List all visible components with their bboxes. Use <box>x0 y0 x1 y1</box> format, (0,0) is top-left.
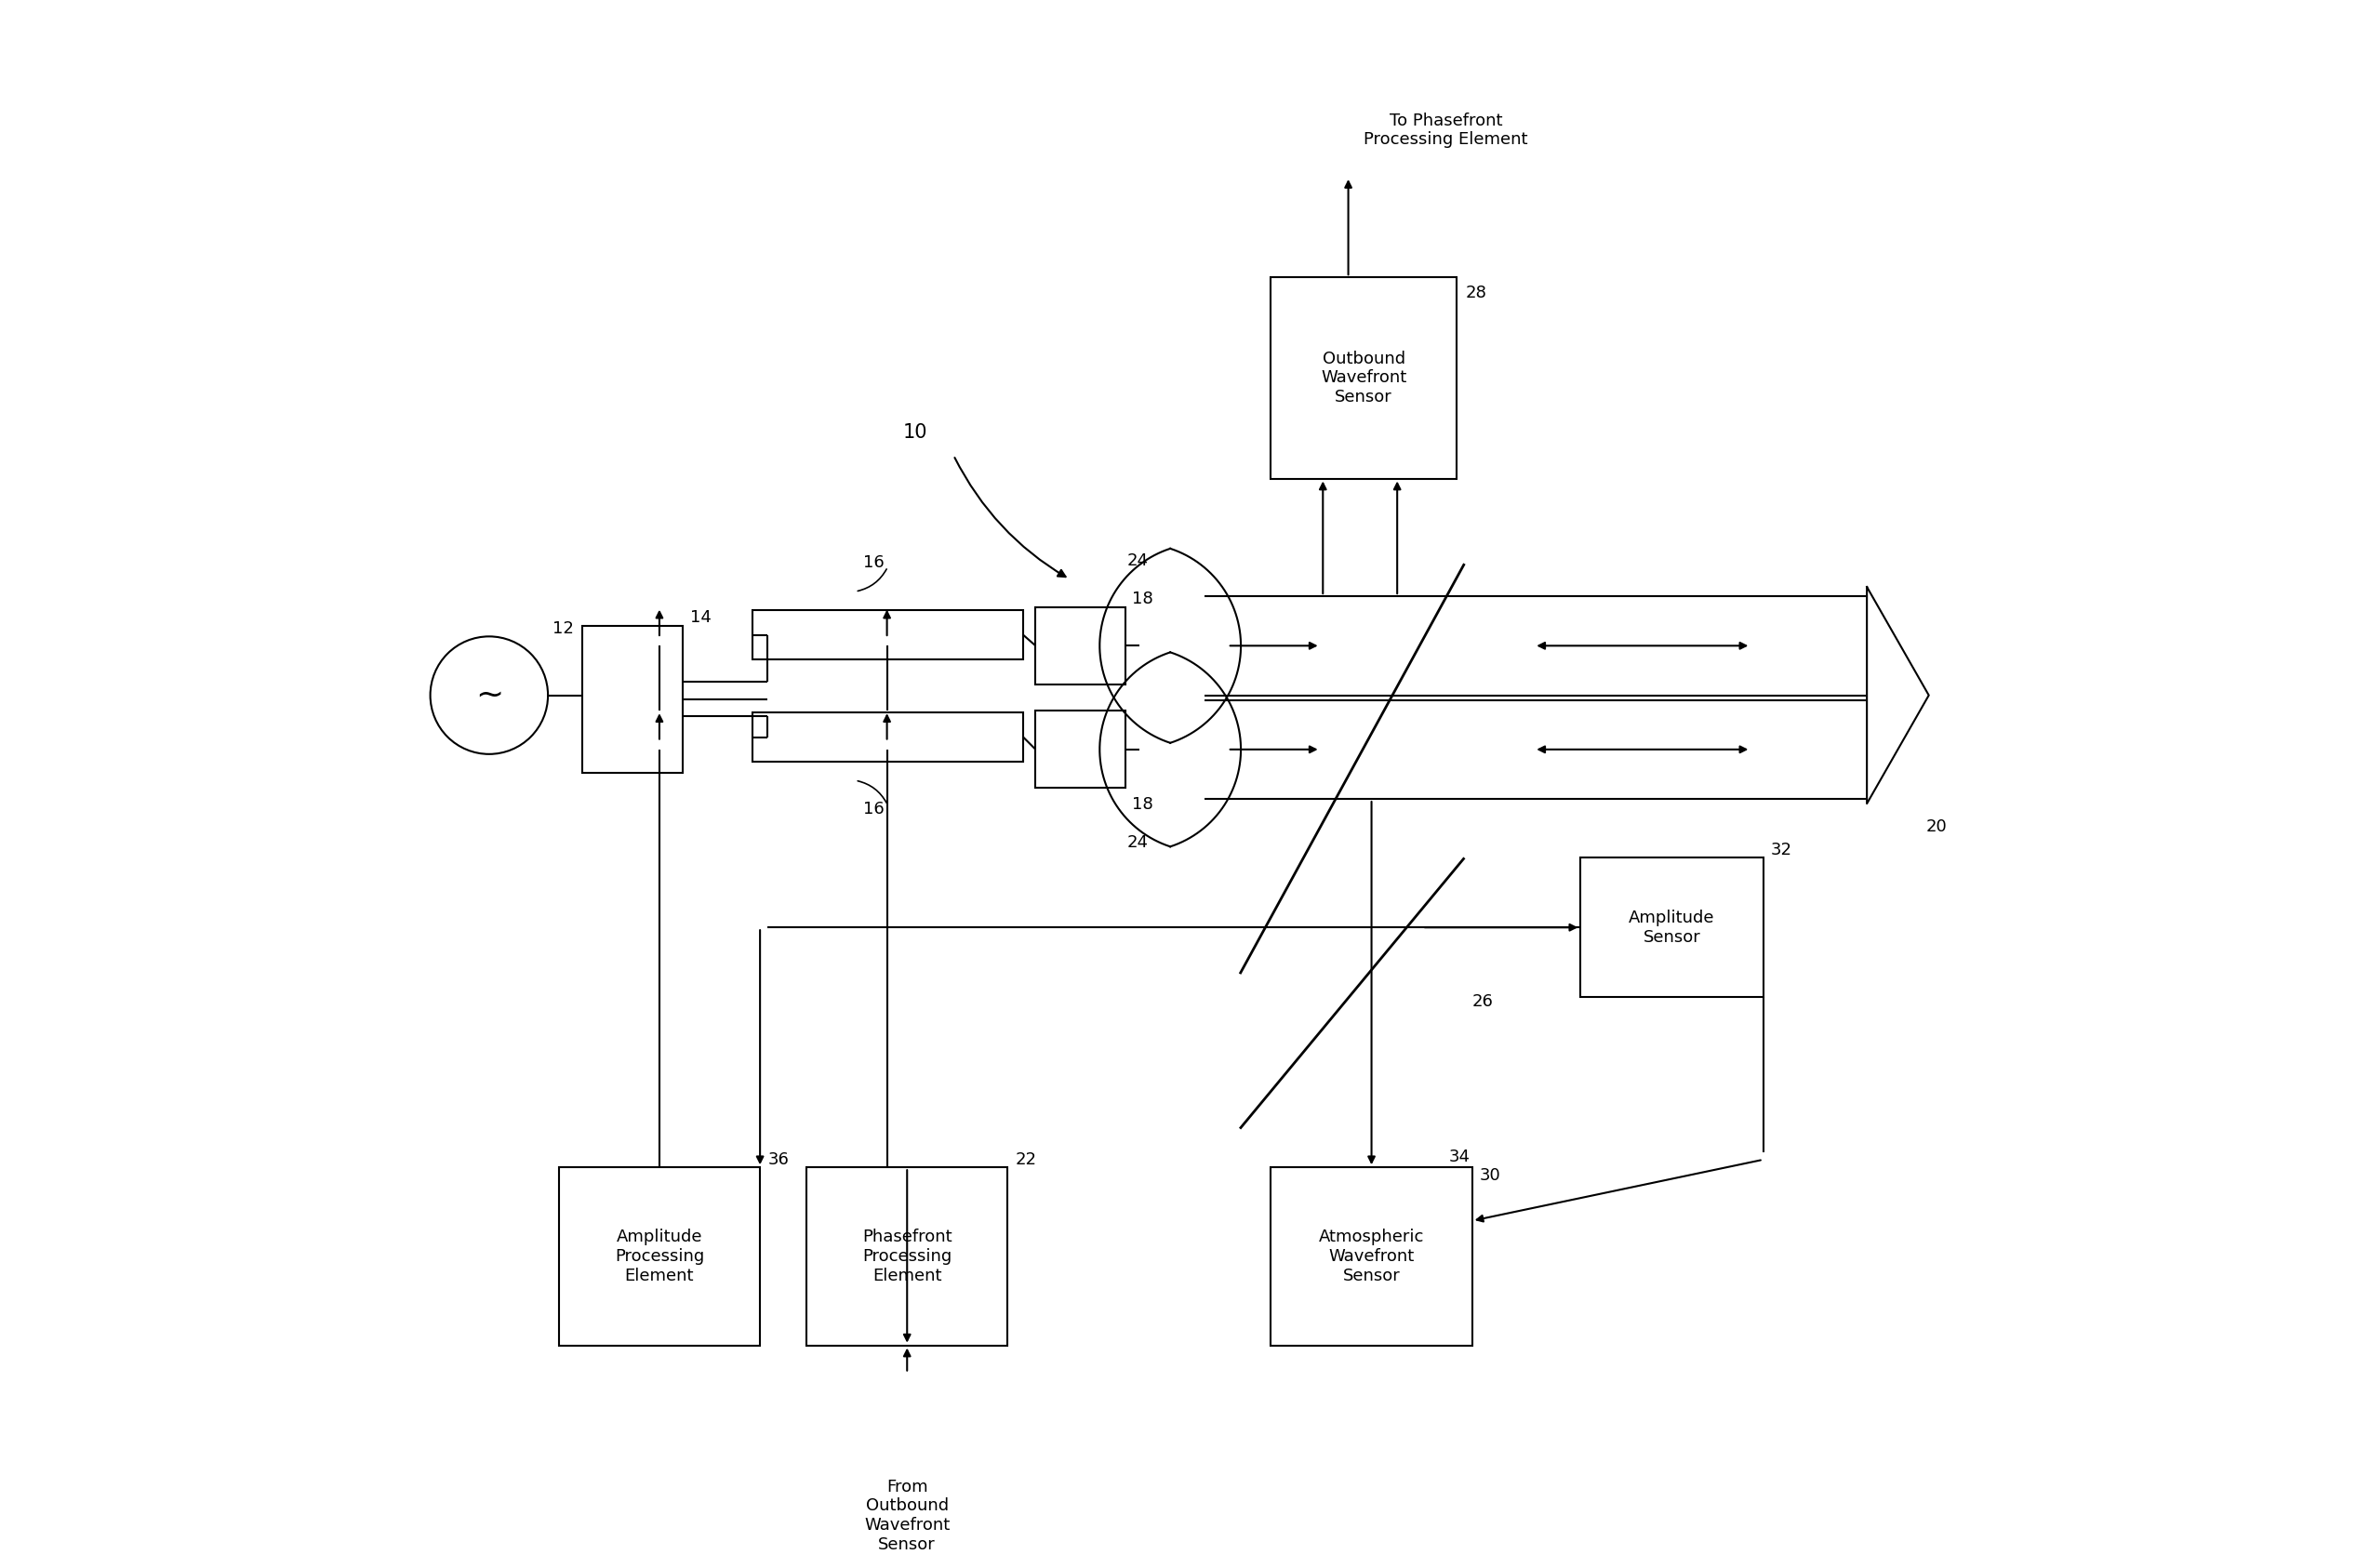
Bar <box>1037 607 1126 684</box>
Text: 16: 16 <box>865 801 886 817</box>
Text: 20: 20 <box>1925 818 1946 836</box>
Text: 22: 22 <box>1015 1151 1037 1168</box>
Text: 32: 32 <box>1772 842 1793 858</box>
Text: Amplitude
Processing
Element: Amplitude Processing Element <box>615 1229 704 1284</box>
Bar <box>752 610 1023 660</box>
Polygon shape <box>1866 586 1930 804</box>
Text: 16: 16 <box>865 555 886 571</box>
Text: 24: 24 <box>1126 834 1147 851</box>
Bar <box>806 1167 1008 1345</box>
Text: 18: 18 <box>1131 797 1152 812</box>
Text: To Phasefront
Processing Element: To Phasefront Processing Element <box>1364 113 1529 149</box>
Text: 26: 26 <box>1472 994 1494 1010</box>
Text: Outbound
Wavefront
Sensor: Outbound Wavefront Sensor <box>1322 350 1407 406</box>
Text: ~: ~ <box>476 679 504 710</box>
Text: 36: 36 <box>768 1151 789 1168</box>
Text: 34: 34 <box>1449 1148 1470 1165</box>
Text: 30: 30 <box>1480 1167 1501 1184</box>
Text: 12: 12 <box>554 621 575 637</box>
Text: Amplitude
Sensor: Amplitude Sensor <box>1628 909 1715 946</box>
Bar <box>752 712 1023 762</box>
Bar <box>1581 858 1762 997</box>
Bar <box>1037 710 1126 789</box>
Text: Atmospheric
Wavefront
Sensor: Atmospheric Wavefront Sensor <box>1319 1229 1425 1284</box>
Text: From
Outbound
Wavefront
Sensor: From Outbound Wavefront Sensor <box>865 1479 949 1552</box>
Text: 10: 10 <box>902 423 928 442</box>
Text: 18: 18 <box>1131 591 1152 608</box>
Bar <box>558 1167 761 1345</box>
Bar <box>582 626 683 773</box>
Text: 28: 28 <box>1465 284 1487 301</box>
Bar <box>1270 1167 1472 1345</box>
Text: 14: 14 <box>690 610 712 626</box>
Bar <box>1270 278 1456 478</box>
Text: 24: 24 <box>1126 552 1147 569</box>
Text: Phasefront
Processing
Element: Phasefront Processing Element <box>862 1229 952 1284</box>
